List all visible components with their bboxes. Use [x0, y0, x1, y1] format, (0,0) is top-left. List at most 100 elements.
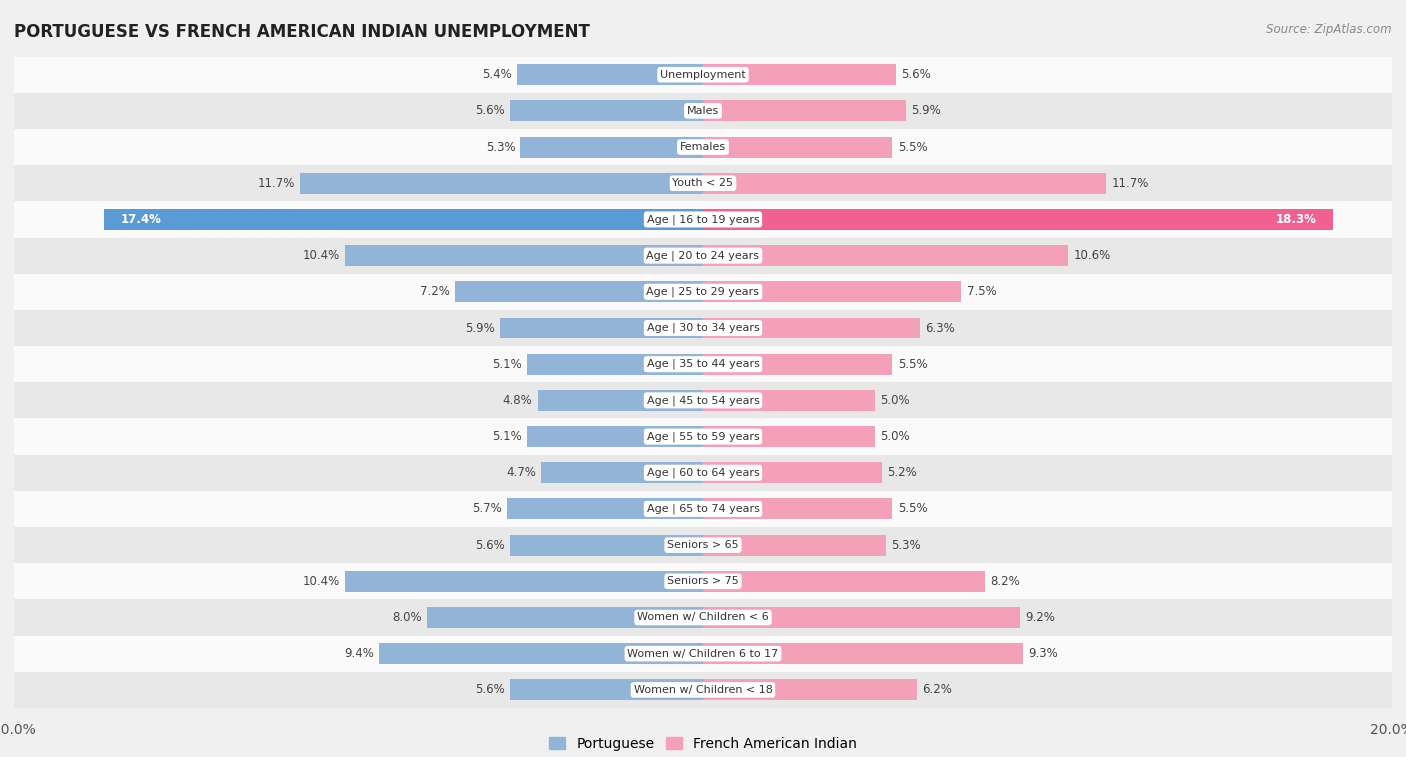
Bar	[14, 491, 1392, 527]
Text: 5.6%: 5.6%	[901, 68, 931, 81]
Text: 10.4%: 10.4%	[302, 575, 340, 587]
Text: Females: Females	[681, 142, 725, 152]
Text: Source: ZipAtlas.com: Source: ZipAtlas.com	[1267, 23, 1392, 36]
Bar	[14, 274, 1392, 310]
Text: Age | 16 to 19 years: Age | 16 to 19 years	[647, 214, 759, 225]
Text: 9.2%: 9.2%	[1025, 611, 1054, 624]
Text: 5.2%: 5.2%	[887, 466, 917, 479]
Bar	[541, 463, 703, 483]
Bar	[14, 129, 1392, 165]
Text: 5.5%: 5.5%	[897, 503, 927, 516]
Bar	[703, 354, 893, 375]
Bar	[344, 571, 703, 592]
Bar	[14, 57, 1392, 93]
Text: 5.1%: 5.1%	[492, 430, 522, 443]
Text: Seniors > 75: Seniors > 75	[666, 576, 740, 587]
Bar	[703, 498, 893, 519]
Text: 7.5%: 7.5%	[966, 285, 997, 298]
Text: 5.6%: 5.6%	[475, 539, 505, 552]
Text: Age | 20 to 24 years: Age | 20 to 24 years	[647, 251, 759, 261]
Text: PORTUGUESE VS FRENCH AMERICAN INDIAN UNEMPLOYMENT: PORTUGUESE VS FRENCH AMERICAN INDIAN UNE…	[14, 23, 591, 41]
Bar	[703, 607, 1019, 628]
Text: 7.2%: 7.2%	[420, 285, 450, 298]
Bar	[703, 571, 986, 592]
Bar	[14, 165, 1392, 201]
Bar	[510, 534, 703, 556]
Text: 6.2%: 6.2%	[922, 684, 952, 696]
Text: 9.4%: 9.4%	[344, 647, 374, 660]
Text: Males: Males	[688, 106, 718, 116]
Text: Youth < 25: Youth < 25	[672, 178, 734, 188]
Text: 4.8%: 4.8%	[503, 394, 533, 407]
Text: Seniors > 65: Seniors > 65	[668, 540, 738, 550]
Bar	[517, 64, 703, 86]
Bar	[14, 93, 1392, 129]
Text: Age | 30 to 34 years: Age | 30 to 34 years	[647, 322, 759, 333]
Bar	[14, 600, 1392, 636]
Bar	[527, 354, 703, 375]
Bar	[520, 136, 703, 157]
Text: 5.3%: 5.3%	[891, 539, 921, 552]
Bar	[380, 643, 703, 664]
Text: 6.3%: 6.3%	[925, 322, 955, 335]
Bar	[14, 563, 1392, 600]
Text: 10.6%: 10.6%	[1073, 249, 1111, 262]
Text: 5.1%: 5.1%	[492, 358, 522, 371]
Bar	[527, 426, 703, 447]
Bar	[14, 636, 1392, 671]
Text: 9.3%: 9.3%	[1029, 647, 1059, 660]
Bar	[14, 382, 1392, 419]
Text: Age | 25 to 29 years: Age | 25 to 29 years	[647, 287, 759, 297]
Bar	[703, 173, 1107, 194]
Text: Age | 55 to 59 years: Age | 55 to 59 years	[647, 431, 759, 442]
Legend: Portuguese, French American Indian: Portuguese, French American Indian	[548, 737, 858, 751]
Text: Age | 45 to 54 years: Age | 45 to 54 years	[647, 395, 759, 406]
Bar	[14, 455, 1392, 491]
Bar	[299, 173, 703, 194]
Text: Age | 60 to 64 years: Age | 60 to 64 years	[647, 468, 759, 478]
Bar	[14, 201, 1392, 238]
Text: Women w/ Children 6 to 17: Women w/ Children 6 to 17	[627, 649, 779, 659]
Bar	[456, 282, 703, 302]
Text: Age | 35 to 44 years: Age | 35 to 44 years	[647, 359, 759, 369]
Text: 8.2%: 8.2%	[991, 575, 1021, 587]
Text: 5.6%: 5.6%	[475, 104, 505, 117]
Text: 11.7%: 11.7%	[257, 177, 295, 190]
Text: 8.0%: 8.0%	[392, 611, 422, 624]
Bar	[703, 390, 875, 411]
Text: 5.0%: 5.0%	[880, 394, 910, 407]
Bar	[506, 498, 703, 519]
Text: 5.5%: 5.5%	[897, 141, 927, 154]
Text: 11.7%: 11.7%	[1111, 177, 1149, 190]
Bar	[14, 527, 1392, 563]
Text: 5.4%: 5.4%	[482, 68, 512, 81]
Text: 10.4%: 10.4%	[302, 249, 340, 262]
Bar	[703, 64, 896, 86]
Text: Women w/ Children < 6: Women w/ Children < 6	[637, 612, 769, 622]
Bar	[703, 679, 917, 700]
Bar	[537, 390, 703, 411]
Bar	[344, 245, 703, 266]
Bar	[703, 534, 886, 556]
Bar	[703, 317, 920, 338]
Text: 18.3%: 18.3%	[1275, 213, 1316, 226]
Text: 5.7%: 5.7%	[472, 503, 502, 516]
Text: 5.3%: 5.3%	[485, 141, 515, 154]
Bar	[14, 671, 1392, 708]
Text: 5.6%: 5.6%	[475, 684, 505, 696]
Bar	[14, 346, 1392, 382]
Bar	[703, 282, 962, 302]
Bar	[703, 426, 875, 447]
Bar	[703, 643, 1024, 664]
Bar	[703, 463, 882, 483]
Text: 17.4%: 17.4%	[121, 213, 162, 226]
Bar	[104, 209, 703, 230]
Text: 5.9%: 5.9%	[911, 104, 941, 117]
Bar	[703, 136, 893, 157]
Bar	[510, 101, 703, 121]
Text: Women w/ Children < 18: Women w/ Children < 18	[634, 685, 772, 695]
Bar	[703, 101, 907, 121]
Bar	[499, 317, 703, 338]
Bar	[703, 245, 1069, 266]
Text: 5.0%: 5.0%	[880, 430, 910, 443]
